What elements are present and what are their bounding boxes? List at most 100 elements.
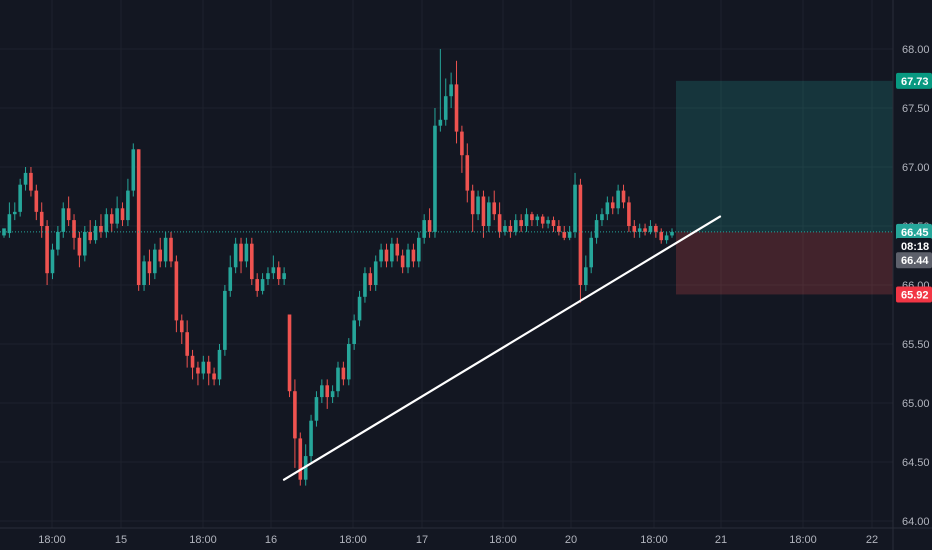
candle-body xyxy=(567,231,572,238)
candle-body xyxy=(605,202,610,215)
candle-body xyxy=(190,355,195,368)
x-tick-label: 18:00 xyxy=(189,534,217,546)
candle-body xyxy=(433,125,437,232)
candle-body xyxy=(530,214,534,221)
candle-body xyxy=(147,261,152,274)
x-tick-label: 18:00 xyxy=(489,534,517,546)
x-tick-label: 16 xyxy=(265,534,277,546)
candle-body xyxy=(153,249,157,274)
candle-body xyxy=(223,290,227,350)
candle-body xyxy=(648,226,653,232)
y-tick-label: 67.00 xyxy=(902,162,930,174)
y-tick-label: 65.50 xyxy=(902,339,930,351)
position-zones[interactable] xyxy=(676,80,893,295)
candle-body xyxy=(659,231,664,241)
candle-body xyxy=(99,226,103,232)
candle-body xyxy=(158,249,163,262)
candle-body xyxy=(454,84,459,132)
candle-body xyxy=(352,320,356,344)
candle-body xyxy=(632,226,637,232)
candle-body xyxy=(610,202,615,209)
price-tag-bg xyxy=(896,286,932,303)
candle-body xyxy=(589,237,593,268)
candle-body xyxy=(379,249,383,262)
candle-body xyxy=(325,385,330,398)
candle-body xyxy=(120,208,125,221)
candle-body xyxy=(443,96,448,120)
trendline[interactable] xyxy=(282,215,722,481)
candle-body xyxy=(266,273,270,280)
price-tag-label: 67.73 xyxy=(901,76,929,88)
candle-body xyxy=(390,243,394,262)
candle-body xyxy=(239,243,243,262)
candle-body xyxy=(163,237,168,262)
candle-body xyxy=(7,214,12,234)
candle-body xyxy=(535,216,540,221)
candle-body xyxy=(476,196,480,215)
candle-body xyxy=(557,226,561,232)
candle-body xyxy=(131,149,136,191)
candle-body xyxy=(384,249,389,262)
candle-body xyxy=(336,367,340,392)
candle-body xyxy=(449,84,453,97)
candle-body xyxy=(406,249,410,268)
candle-body xyxy=(88,231,92,241)
candle-body xyxy=(293,391,297,439)
y-tick-label: 64.50 xyxy=(902,457,930,469)
candle-body xyxy=(314,397,319,421)
candle-body xyxy=(309,420,313,457)
candle-body xyxy=(320,385,324,398)
candle-body xyxy=(670,231,674,236)
candle-body xyxy=(465,155,470,191)
candle-body xyxy=(578,184,583,285)
candle-body xyxy=(551,220,556,226)
candle-body xyxy=(487,202,491,226)
price-tag-label: 66.45 xyxy=(901,227,929,239)
candle-body xyxy=(77,237,82,256)
candle-body xyxy=(627,202,631,226)
candle-body xyxy=(39,211,44,226)
candle-body xyxy=(298,438,303,480)
candle-body xyxy=(637,228,642,232)
candle-body xyxy=(244,243,249,262)
x-tick-label: 18:00 xyxy=(339,534,367,546)
candle-body xyxy=(45,226,49,274)
candle-body xyxy=(503,226,507,232)
candle-body xyxy=(276,267,281,280)
candle-body xyxy=(573,184,577,232)
candle-body xyxy=(136,149,141,285)
candle-body xyxy=(594,220,599,238)
y-tick-label: 65.00 xyxy=(902,398,930,410)
candle-body xyxy=(228,267,233,291)
stop-loss-zone[interactable] xyxy=(676,231,893,295)
price-tag-label: 65.92 xyxy=(901,289,929,301)
time-axis[interactable]: 18:00 15 18:00 16 18:00 17 18:00 20 18:00 21 18:00… xyxy=(0,527,932,546)
candle-body xyxy=(330,391,335,398)
candle-body xyxy=(169,237,173,262)
candle-body xyxy=(179,320,184,333)
chart-overlays[interactable] xyxy=(0,215,893,481)
y-tick-label: 68.00 xyxy=(902,44,930,56)
candle-body xyxy=(422,220,426,238)
candle-body xyxy=(61,208,66,232)
candle-body xyxy=(201,361,206,374)
candle-body xyxy=(400,255,405,268)
candle-body xyxy=(109,214,114,224)
y-tick-label: 64.00 xyxy=(902,516,930,528)
candle-body xyxy=(83,231,87,256)
profit-zone[interactable] xyxy=(676,80,893,232)
candle-body xyxy=(346,344,351,380)
candle-body xyxy=(368,273,373,285)
chart-grid xyxy=(0,0,893,528)
candle-body xyxy=(93,226,98,241)
candle-body xyxy=(438,119,443,126)
candle-body xyxy=(250,243,254,280)
x-tick-label: 15 xyxy=(115,534,127,546)
candle-body xyxy=(411,249,416,262)
candle-body xyxy=(115,208,119,224)
candle-body xyxy=(271,267,276,274)
candle-body xyxy=(584,267,588,285)
candle-body xyxy=(664,235,669,241)
x-tick-label: 18:00 xyxy=(789,534,817,546)
